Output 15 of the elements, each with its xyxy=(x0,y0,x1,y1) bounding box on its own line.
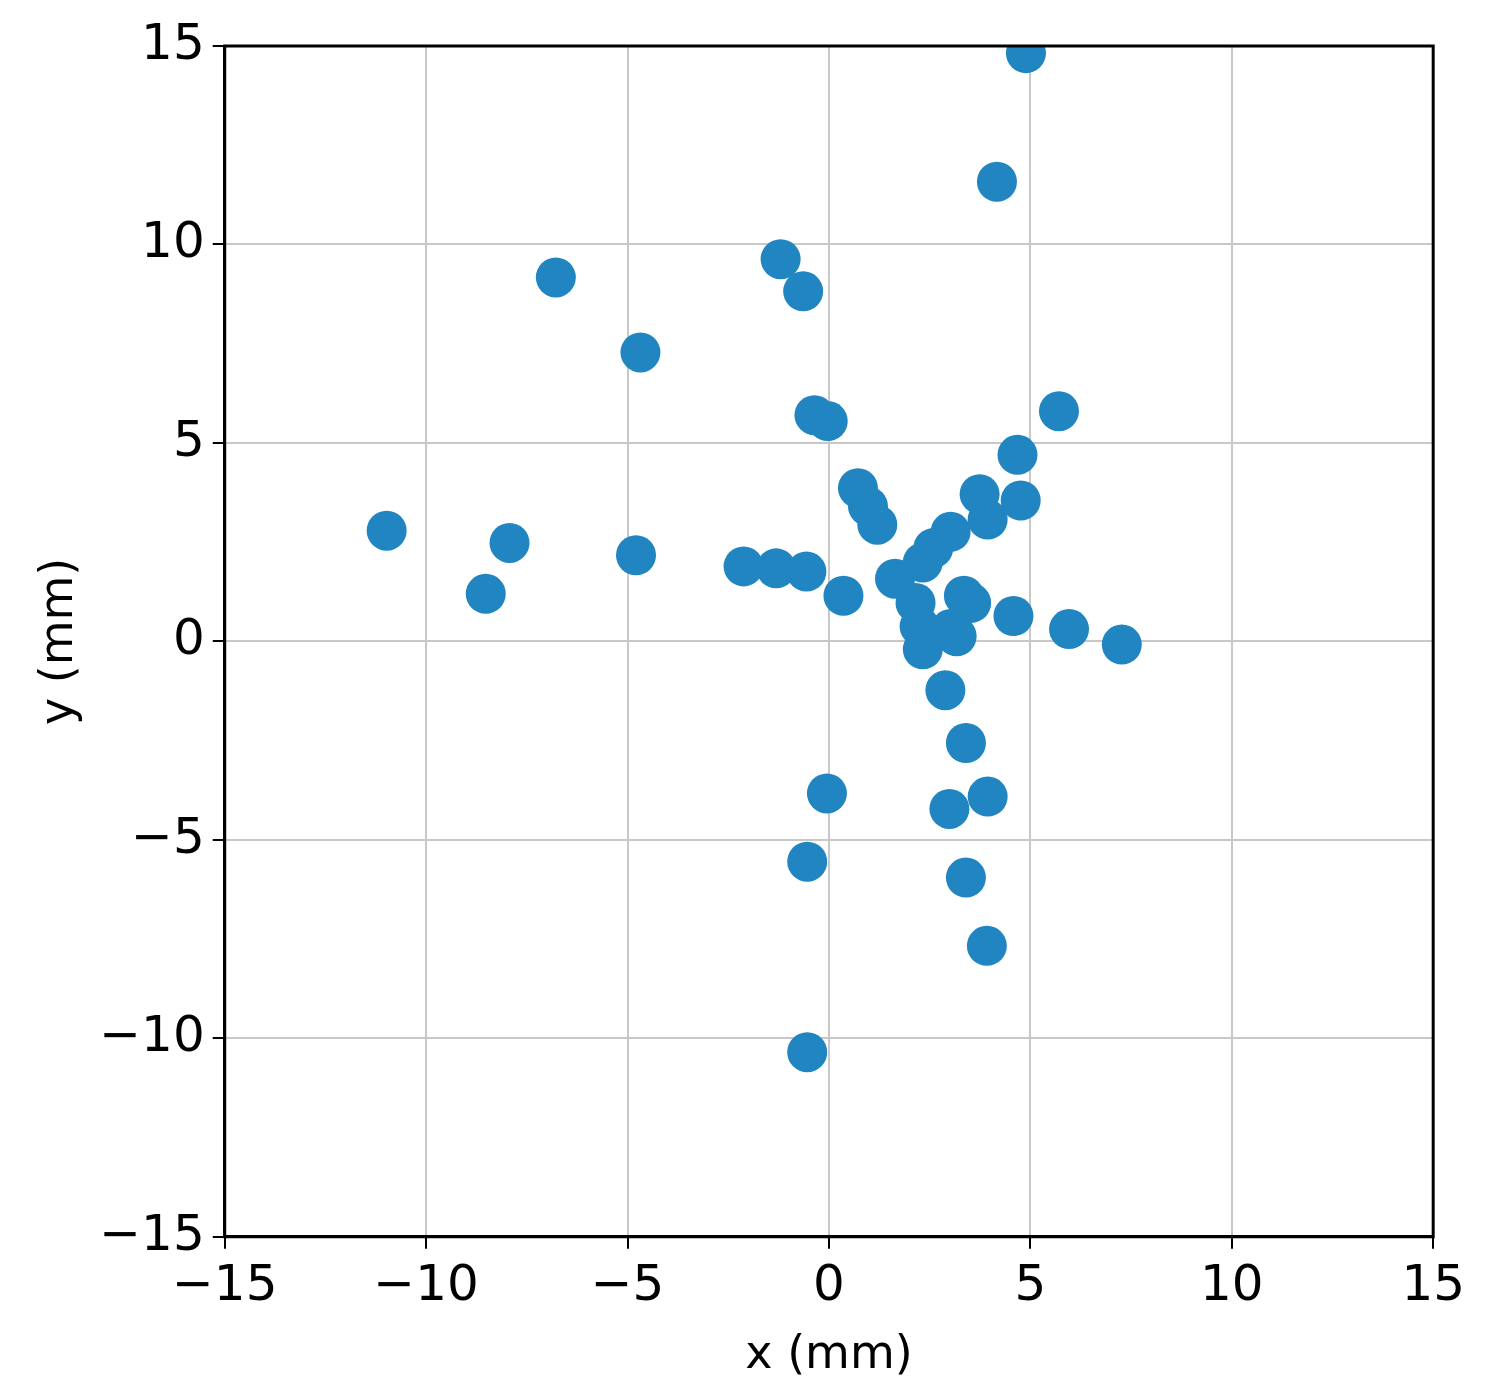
y-tick-label: −15 xyxy=(99,1203,205,1262)
y-tick-label: 5 xyxy=(172,409,205,468)
x-tick-label: −5 xyxy=(590,1253,665,1312)
x-tick-label: 5 xyxy=(1014,1253,1047,1312)
x-tick-label: 15 xyxy=(1401,1253,1465,1312)
x-tick-label: −10 xyxy=(373,1253,479,1312)
y-tick-label: 10 xyxy=(141,211,205,270)
y-tick-label: 15 xyxy=(141,12,205,71)
y-axis-title: y (mm) xyxy=(28,557,83,726)
y-tick-label: 0 xyxy=(172,608,205,667)
x-tick-label: 10 xyxy=(1199,1253,1264,1312)
y-tick-label: −5 xyxy=(131,806,205,865)
y-tick-label: −10 xyxy=(99,1005,205,1064)
x-tick-label: 0 xyxy=(813,1253,845,1312)
x-axis-title: x (mm) xyxy=(745,1325,913,1380)
